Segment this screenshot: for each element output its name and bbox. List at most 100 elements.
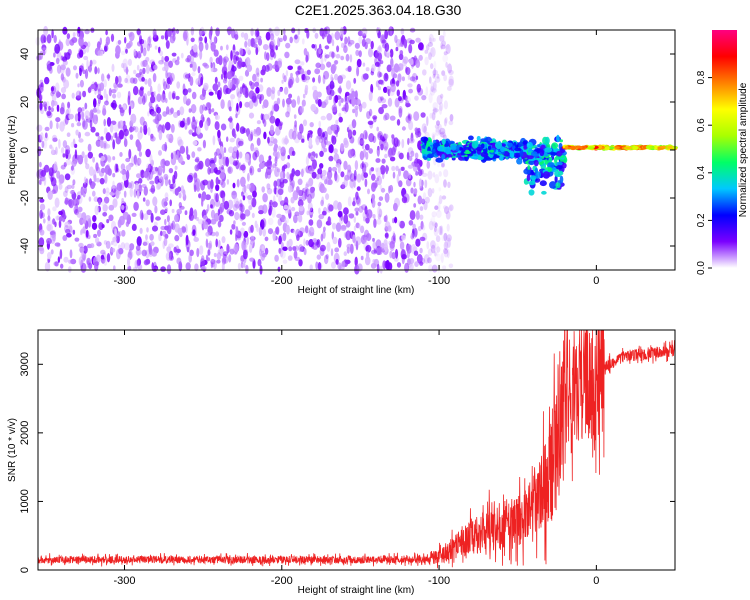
- heatmap-cell: [352, 234, 356, 244]
- heatmap-cell: [440, 44, 446, 50]
- heatmap-cell: [138, 151, 142, 157]
- heatmap-cell: [192, 44, 198, 53]
- heatmap-cell: [315, 261, 319, 270]
- heatmap-cell: [294, 34, 298, 40]
- heatmap-cell: [295, 70, 299, 78]
- heatmap-cell: [177, 227, 183, 235]
- heatmap-cell: [384, 112, 390, 121]
- heatmap-cell: [145, 199, 150, 207]
- heatmap-cell: [60, 102, 65, 112]
- heatmap-cell: [414, 261, 419, 267]
- heatmap-cell: [433, 156, 437, 166]
- heatmap-cell: [48, 105, 51, 111]
- heatmap-cell: [172, 58, 177, 63]
- chart-title: C2E1.2025.363.04.18.G30: [295, 2, 462, 18]
- heatmap-cell: [328, 204, 334, 212]
- heatmap-cell: [376, 146, 380, 157]
- heatmap-cell: [298, 244, 304, 253]
- heatmap-cell: [403, 170, 409, 180]
- heatmap-cell: [177, 139, 184, 147]
- heatmap-cell: [310, 164, 316, 172]
- heatmap-cell: [153, 261, 157, 270]
- heatmap-cell: [347, 149, 354, 159]
- heatmap-cell: [555, 165, 563, 170]
- heatmap-cell: [404, 262, 410, 273]
- heatmap-cell: [99, 177, 105, 185]
- heatmap-cell: [176, 257, 182, 265]
- heatmap-cell: [298, 259, 303, 267]
- heatmap-cell: [286, 240, 290, 249]
- heatmap-cell: [164, 61, 169, 72]
- heatmap-cell: [398, 152, 404, 160]
- heatmap-cell: [85, 178, 89, 186]
- heatmap-cell: [215, 193, 219, 203]
- heatmap-cell: [263, 131, 267, 140]
- heatmap-cell: [145, 258, 151, 265]
- heatmap-cell: [238, 203, 243, 211]
- heatmap-cell: [320, 175, 326, 181]
- heatmap-cell: [72, 138, 76, 147]
- heatmap-cell: [334, 60, 339, 65]
- heatmap-cell: [257, 258, 262, 267]
- heatmap-cell: [442, 30, 446, 38]
- heatmap-cell: [384, 233, 389, 238]
- heatmap-cell: [362, 62, 366, 67]
- heatmap-cell: [164, 55, 170, 62]
- heatmap-cell: [125, 157, 131, 163]
- heatmap-cell: [149, 154, 153, 164]
- heatmap-cell: [385, 85, 392, 94]
- colorbar: 0.00.20.40.60.8 Normalized spectral ampl…: [696, 30, 749, 275]
- heatmap-cell: [416, 83, 421, 93]
- heatmap-cell: [358, 223, 361, 230]
- heatmap-cell: [361, 163, 367, 174]
- heatmap-cell: [60, 164, 66, 170]
- heatmap-cell: [63, 119, 67, 127]
- heatmap-cell: [209, 56, 213, 64]
- heatmap-cell: [147, 77, 152, 87]
- heatmap-cell: [356, 186, 361, 191]
- heatmap-cell: [331, 39, 335, 47]
- heatmap-cell: [310, 155, 315, 161]
- heatmap-cell: [340, 184, 346, 190]
- heatmap-cell: [431, 111, 436, 121]
- heatmap-cell: [317, 262, 322, 271]
- heatmap-cell: [296, 186, 300, 193]
- heatmap-cell: [420, 220, 424, 230]
- heatmap-cell: [97, 229, 101, 237]
- heatmap-cell: [102, 204, 108, 212]
- snr-x-ticks: -300 -200 -100 0: [113, 330, 599, 587]
- heatmap-cell: [170, 123, 175, 133]
- heatmap-cell: [328, 155, 334, 162]
- heatmap-cell: [39, 229, 45, 236]
- heatmap-cell: [434, 124, 440, 129]
- heatmap-cell: [106, 253, 111, 263]
- heatmap-cell: [353, 216, 356, 223]
- heatmap-cell: [112, 93, 116, 99]
- heatmap-cell: [214, 121, 220, 131]
- heatmap-cell: [125, 221, 130, 228]
- heatmap-cell: [116, 182, 123, 192]
- heatmap-cell: [443, 248, 448, 255]
- heatmap-cell: [555, 161, 563, 166]
- heatmap-cell: [400, 249, 406, 260]
- heatmap-cell: [145, 234, 148, 241]
- heatmap-cell: [162, 164, 166, 174]
- heatmap-cell: [266, 52, 270, 61]
- heatmap-cell: [333, 60, 338, 65]
- spectrogram-signal-layer: [420, 134, 678, 196]
- heatmap-cell: [105, 191, 110, 196]
- heatmap-cell: [121, 229, 126, 237]
- heatmap-cell: [215, 114, 218, 120]
- heatmap-cell: [190, 26, 195, 36]
- heatmap-cell: [319, 163, 324, 169]
- heatmap-cell: [383, 86, 388, 93]
- heatmap-cell: [431, 148, 436, 153]
- heatmap-cell: [213, 36, 218, 44]
- heatmap-cell: [340, 55, 345, 61]
- heatmap-cell: [115, 231, 121, 240]
- heatmap-cell: [507, 142, 513, 148]
- heatmap-cell: [234, 34, 239, 40]
- heatmap-cell: [559, 175, 564, 184]
- heatmap-cell: [223, 200, 230, 210]
- heatmap-cell: [394, 34, 398, 44]
